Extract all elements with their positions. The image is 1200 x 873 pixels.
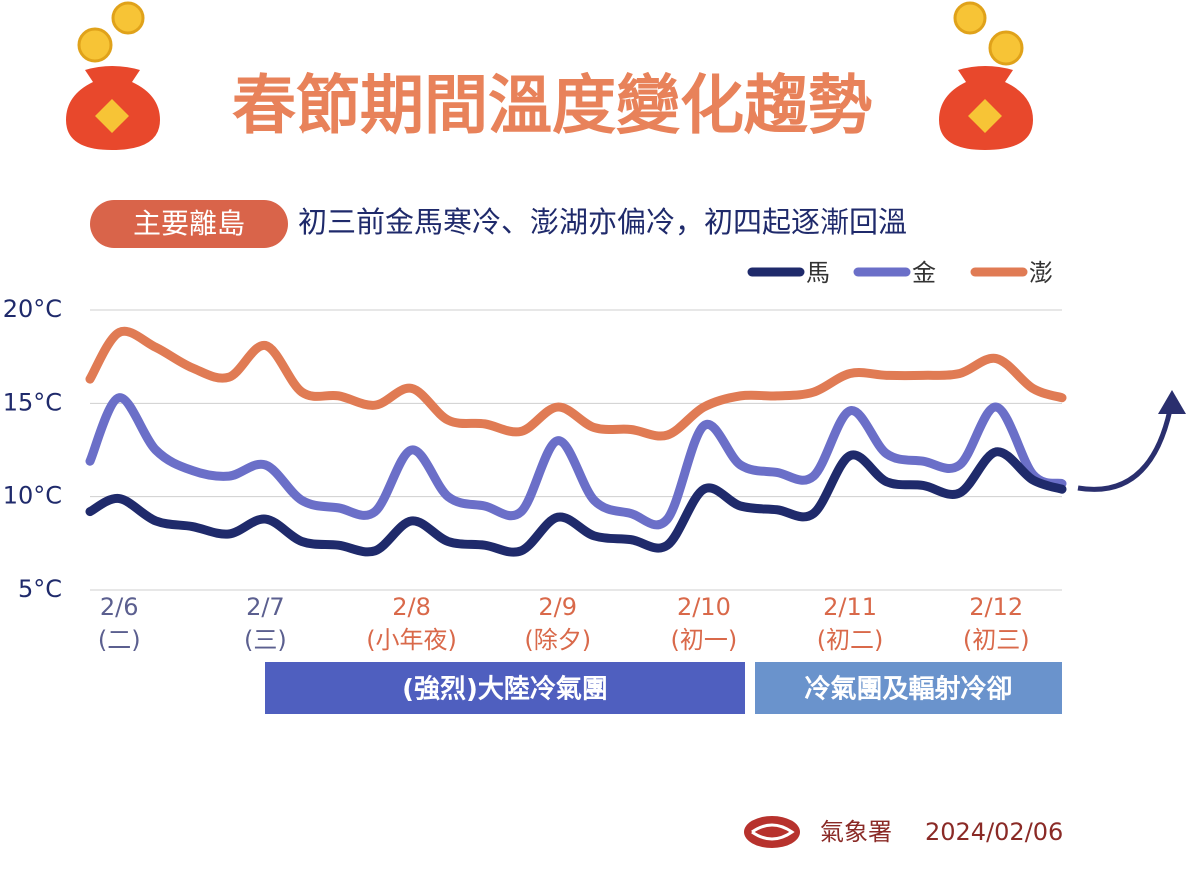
y-tick-label: 20°C bbox=[3, 295, 62, 323]
line-series bbox=[85, 393, 1067, 530]
decoration-right bbox=[939, 1, 1033, 150]
x-tick-note: (初二) bbox=[817, 626, 884, 654]
legend-label: 澎 bbox=[1029, 259, 1053, 287]
x-tick-note: (初一) bbox=[671, 626, 738, 654]
x-tick-label: 2/11 bbox=[823, 593, 877, 621]
logo-mark bbox=[751, 823, 795, 841]
period-band bbox=[755, 662, 1062, 714]
logo bbox=[744, 816, 800, 848]
source: 氣象署 bbox=[820, 818, 892, 846]
x-tick-label: 2/12 bbox=[969, 593, 1023, 621]
line-series bbox=[85, 447, 1067, 557]
x-tick-label: 2/8 bbox=[392, 593, 431, 621]
decoration-left bbox=[66, 1, 160, 150]
period-label: 冷氣團及輻射冷卻 bbox=[804, 674, 1012, 705]
trend-arrow bbox=[1077, 409, 1173, 492]
period-band bbox=[265, 662, 745, 714]
subtitle: 初三前金馬寒冷、澎湖亦偏冷，初四起逐漸回溫 bbox=[298, 205, 907, 239]
x-tick-note: (三) bbox=[244, 626, 287, 654]
x-tick-label: 2/10 bbox=[677, 593, 731, 621]
line-series bbox=[85, 326, 1067, 441]
x-tick-note: (小年夜) bbox=[366, 626, 457, 654]
chart-title: 春節期間溫度變化趨勢 bbox=[232, 70, 872, 144]
y-tick-label: 10°C bbox=[3, 482, 62, 510]
x-tick-label: 2/7 bbox=[246, 593, 285, 621]
x-tick-label: 2/9 bbox=[538, 593, 577, 621]
legend-label: 馬 bbox=[806, 259, 830, 287]
badge: 主要離島 bbox=[133, 207, 245, 240]
y-tick-label: 5°C bbox=[18, 575, 62, 603]
date: 2024/02/06 bbox=[925, 818, 1063, 846]
badge-bg bbox=[90, 200, 288, 248]
legend-label: 金 bbox=[912, 259, 936, 287]
x-tick-note: (初三) bbox=[963, 626, 1030, 654]
trend-arrowhead bbox=[1158, 390, 1186, 414]
period-label: (強烈)大陸冷氣團 bbox=[402, 674, 608, 705]
x-tick-note: (二) bbox=[98, 626, 141, 654]
x-tick-note: (除夕) bbox=[524, 626, 591, 654]
y-tick-label: 15°C bbox=[3, 388, 62, 416]
x-tick-label: 2/6 bbox=[100, 593, 139, 621]
